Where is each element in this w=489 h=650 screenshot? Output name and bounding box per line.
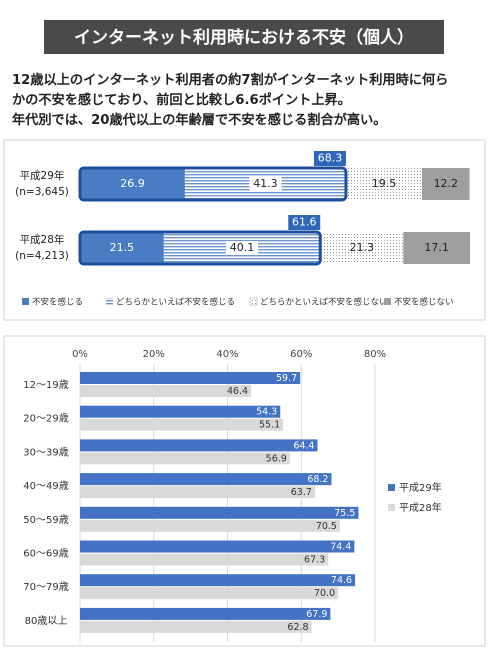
category-label: 12～19歳 xyxy=(23,379,68,391)
value-label: 67.3 xyxy=(304,555,325,566)
title-banner xyxy=(44,20,444,54)
bar xyxy=(80,439,318,452)
intro-line: 12歳以上のインターネット利用者の約7割がインターネット利用時に何ら xyxy=(12,71,448,88)
legend-label: 不安を感じない xyxy=(394,297,454,308)
legend-swatch xyxy=(22,298,29,305)
bar xyxy=(80,473,332,486)
total-label: 61.6 xyxy=(292,216,317,229)
label-bg xyxy=(226,241,259,255)
value-label: 59.7 xyxy=(276,373,297,384)
bar xyxy=(80,607,331,620)
value-label: 62.8 xyxy=(287,622,308,633)
value-label: 64.4 xyxy=(293,440,314,451)
legend-swatch xyxy=(106,298,113,305)
sample-size: (n=4,213) xyxy=(15,250,69,262)
bar-segment xyxy=(80,232,164,264)
bar-segment xyxy=(422,168,470,200)
value-label: 26.9 xyxy=(120,177,145,190)
bar xyxy=(80,385,252,397)
bar xyxy=(80,574,356,587)
value-label: 41.3 xyxy=(253,177,278,190)
category-label: 60～69歳 xyxy=(23,548,68,560)
intro-line: 年代別では、20歳代以上の年齢層で不安を感じる割合が高い。 xyxy=(12,111,386,128)
legend-label: 平成28年 xyxy=(399,501,442,514)
value-label: 74.6 xyxy=(331,575,352,586)
category-label: 平成28年 xyxy=(20,233,65,246)
bar xyxy=(80,452,290,465)
sample-size: (n=3,645) xyxy=(15,186,69,198)
chart-frame xyxy=(3,335,486,647)
category-label: 70～79歳 xyxy=(23,581,68,593)
legend-swatch xyxy=(384,298,391,305)
highlight-outline xyxy=(78,230,322,266)
intro-line: かの不安を感じており、前回と比較し6.6ポイント上昇。 xyxy=(12,91,351,108)
x-tick-label: 0% xyxy=(72,349,88,360)
bar-segment xyxy=(320,232,404,264)
bar xyxy=(80,587,339,600)
legend-label: 不安を感じる xyxy=(32,297,83,308)
x-tick-label: 20% xyxy=(143,349,165,360)
category-label: 30～39歳 xyxy=(23,446,68,458)
value-label: 70.5 xyxy=(316,521,337,532)
value-label: 54.3 xyxy=(256,407,277,418)
value-label: 19.5 xyxy=(372,177,397,190)
legend-label: 平成29年 xyxy=(399,481,442,494)
bar-segment xyxy=(345,168,423,200)
bar xyxy=(80,405,281,418)
bar-segment xyxy=(80,168,185,200)
category-label: 40～49歳 xyxy=(23,480,68,492)
legend-label: どちらかといえば不安を感じない xyxy=(260,297,388,308)
x-tick-label: 60% xyxy=(290,349,312,360)
legend-swatch xyxy=(388,484,395,491)
bar xyxy=(80,553,329,566)
legend-swatch xyxy=(388,504,395,511)
value-label: 75.5 xyxy=(334,508,355,519)
value-label: 12.2 xyxy=(434,177,459,190)
bar xyxy=(80,519,340,532)
title: インターネット利用時における不安（個人） xyxy=(74,27,414,48)
bar xyxy=(80,486,315,499)
value-label: 68.2 xyxy=(307,474,328,485)
bar xyxy=(80,540,355,553)
value-label: 55.1 xyxy=(259,420,280,431)
chart-frame xyxy=(3,139,486,321)
total-label: 68.3 xyxy=(318,152,343,165)
value-label: 46.4 xyxy=(227,386,248,397)
bar-segment xyxy=(403,232,470,264)
label-bg xyxy=(249,177,282,191)
value-label: 40.1 xyxy=(230,241,255,254)
category-label: 平成29年 xyxy=(20,169,65,182)
value-label: 21.5 xyxy=(110,241,135,254)
value-label: 17.1 xyxy=(424,241,449,254)
category-label: 50～59歳 xyxy=(23,514,68,526)
value-label: 63.7 xyxy=(291,487,312,498)
bar xyxy=(80,372,301,384)
total-callout xyxy=(313,151,346,166)
x-tick-label: 40% xyxy=(216,349,238,360)
legend-swatch xyxy=(249,297,258,306)
legend-label: どちらかといえば不安を感じる xyxy=(116,297,235,308)
bar xyxy=(80,506,359,519)
value-label: 21.3 xyxy=(350,241,375,254)
value-label: 67.9 xyxy=(306,609,327,620)
value-label: 56.9 xyxy=(266,453,287,464)
category-label: 20～29歳 xyxy=(23,413,68,425)
total-callout xyxy=(288,215,321,230)
highlight-outline xyxy=(78,166,348,202)
bar xyxy=(80,620,312,633)
value-label: 70.0 xyxy=(314,588,335,599)
x-tick-label: 80% xyxy=(364,349,386,360)
category-label: 80歳以上 xyxy=(25,615,68,627)
bar xyxy=(80,418,284,431)
value-label: 74.4 xyxy=(330,542,351,553)
